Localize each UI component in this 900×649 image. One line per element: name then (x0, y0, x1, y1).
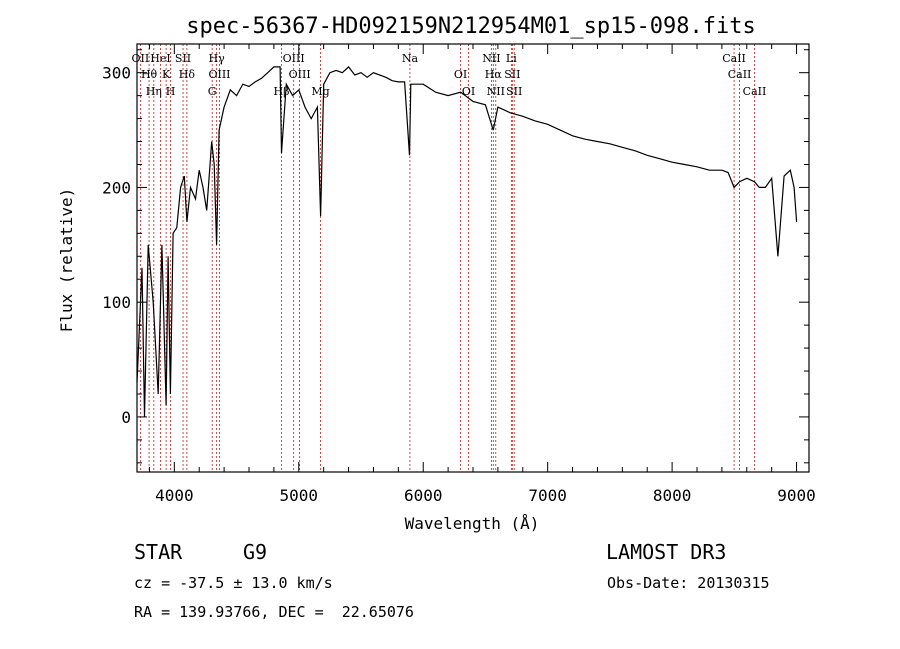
line-label: OII (132, 52, 150, 65)
line-label: Hα (485, 68, 503, 81)
line-label: HeI (150, 52, 170, 65)
coordinates: RA = 139.93766, DEC = 22.65076 (134, 603, 414, 621)
object-subclass: G9 (243, 540, 268, 564)
y-axis-label: Flux (relative) (57, 188, 76, 333)
line-label: SII (504, 68, 520, 81)
x-tick-label: 6000 (404, 486, 443, 505)
line-label: NII (482, 52, 500, 65)
x-tick-label: 5000 (280, 486, 319, 505)
line-label: Li (506, 52, 517, 65)
y-tick-label: 200 (102, 178, 131, 197)
x-tick-label: 7000 (528, 486, 567, 505)
line-label: OI (462, 85, 475, 98)
line-label: Na (402, 52, 419, 65)
line-label: G (208, 85, 217, 98)
object-class: STAR (134, 540, 183, 564)
y-tick-label: 300 (102, 64, 131, 83)
line-label: OIII (289, 68, 311, 81)
line-label: SII (506, 85, 522, 98)
line-label: Hθ (141, 68, 158, 81)
line-label: Hη (146, 85, 162, 98)
line-label: SII (175, 52, 191, 65)
line-label: CaII (728, 68, 752, 81)
y-axis-ticks: 0 100 200 300 (102, 49, 809, 464)
x-tick-label: 9000 (777, 486, 816, 505)
plot-frame (136, 43, 810, 473)
line-label: OIII (208, 68, 230, 81)
y-tick-label: 100 (102, 293, 131, 312)
survey-name: LAMOST DR3 (606, 540, 727, 564)
chart-title: spec-56367-HD092159N212954M01_sp15-098.f… (186, 14, 756, 39)
x-tick-label: 8000 (653, 486, 692, 505)
line-label: Mg (311, 85, 329, 98)
observation-date: Obs-Date: 20130315 (607, 574, 770, 592)
line-label: OI (454, 68, 467, 81)
x-axis-ticks: 4000 5000 6000 7000 8000 9000 (148, 44, 816, 505)
line-label: CaII (722, 52, 746, 65)
emission-line-labels: OIIHθHηHeIKHSIIHδGHγOIIIHβOIIIOIIIMgNaOI… (132, 52, 767, 98)
spectrum-line (136, 66, 798, 417)
line-label: Hδ (179, 68, 196, 81)
y-tick-label: 0 (121, 408, 131, 427)
line-label: OIII (283, 52, 305, 65)
emission-line-markers (139, 44, 755, 472)
line-label: Hγ (209, 52, 226, 65)
line-label: Hβ (274, 85, 290, 98)
redshift-velocity: cz = -37.5 ± 13.0 km/s (134, 574, 333, 592)
x-tick-label: 4000 (155, 486, 194, 505)
line-label: H (166, 85, 176, 98)
line-label: NII (487, 85, 505, 98)
x-axis-label: Wavelength (Å) (405, 514, 540, 533)
line-label: K (162, 68, 171, 81)
line-label: CaII (743, 85, 767, 98)
